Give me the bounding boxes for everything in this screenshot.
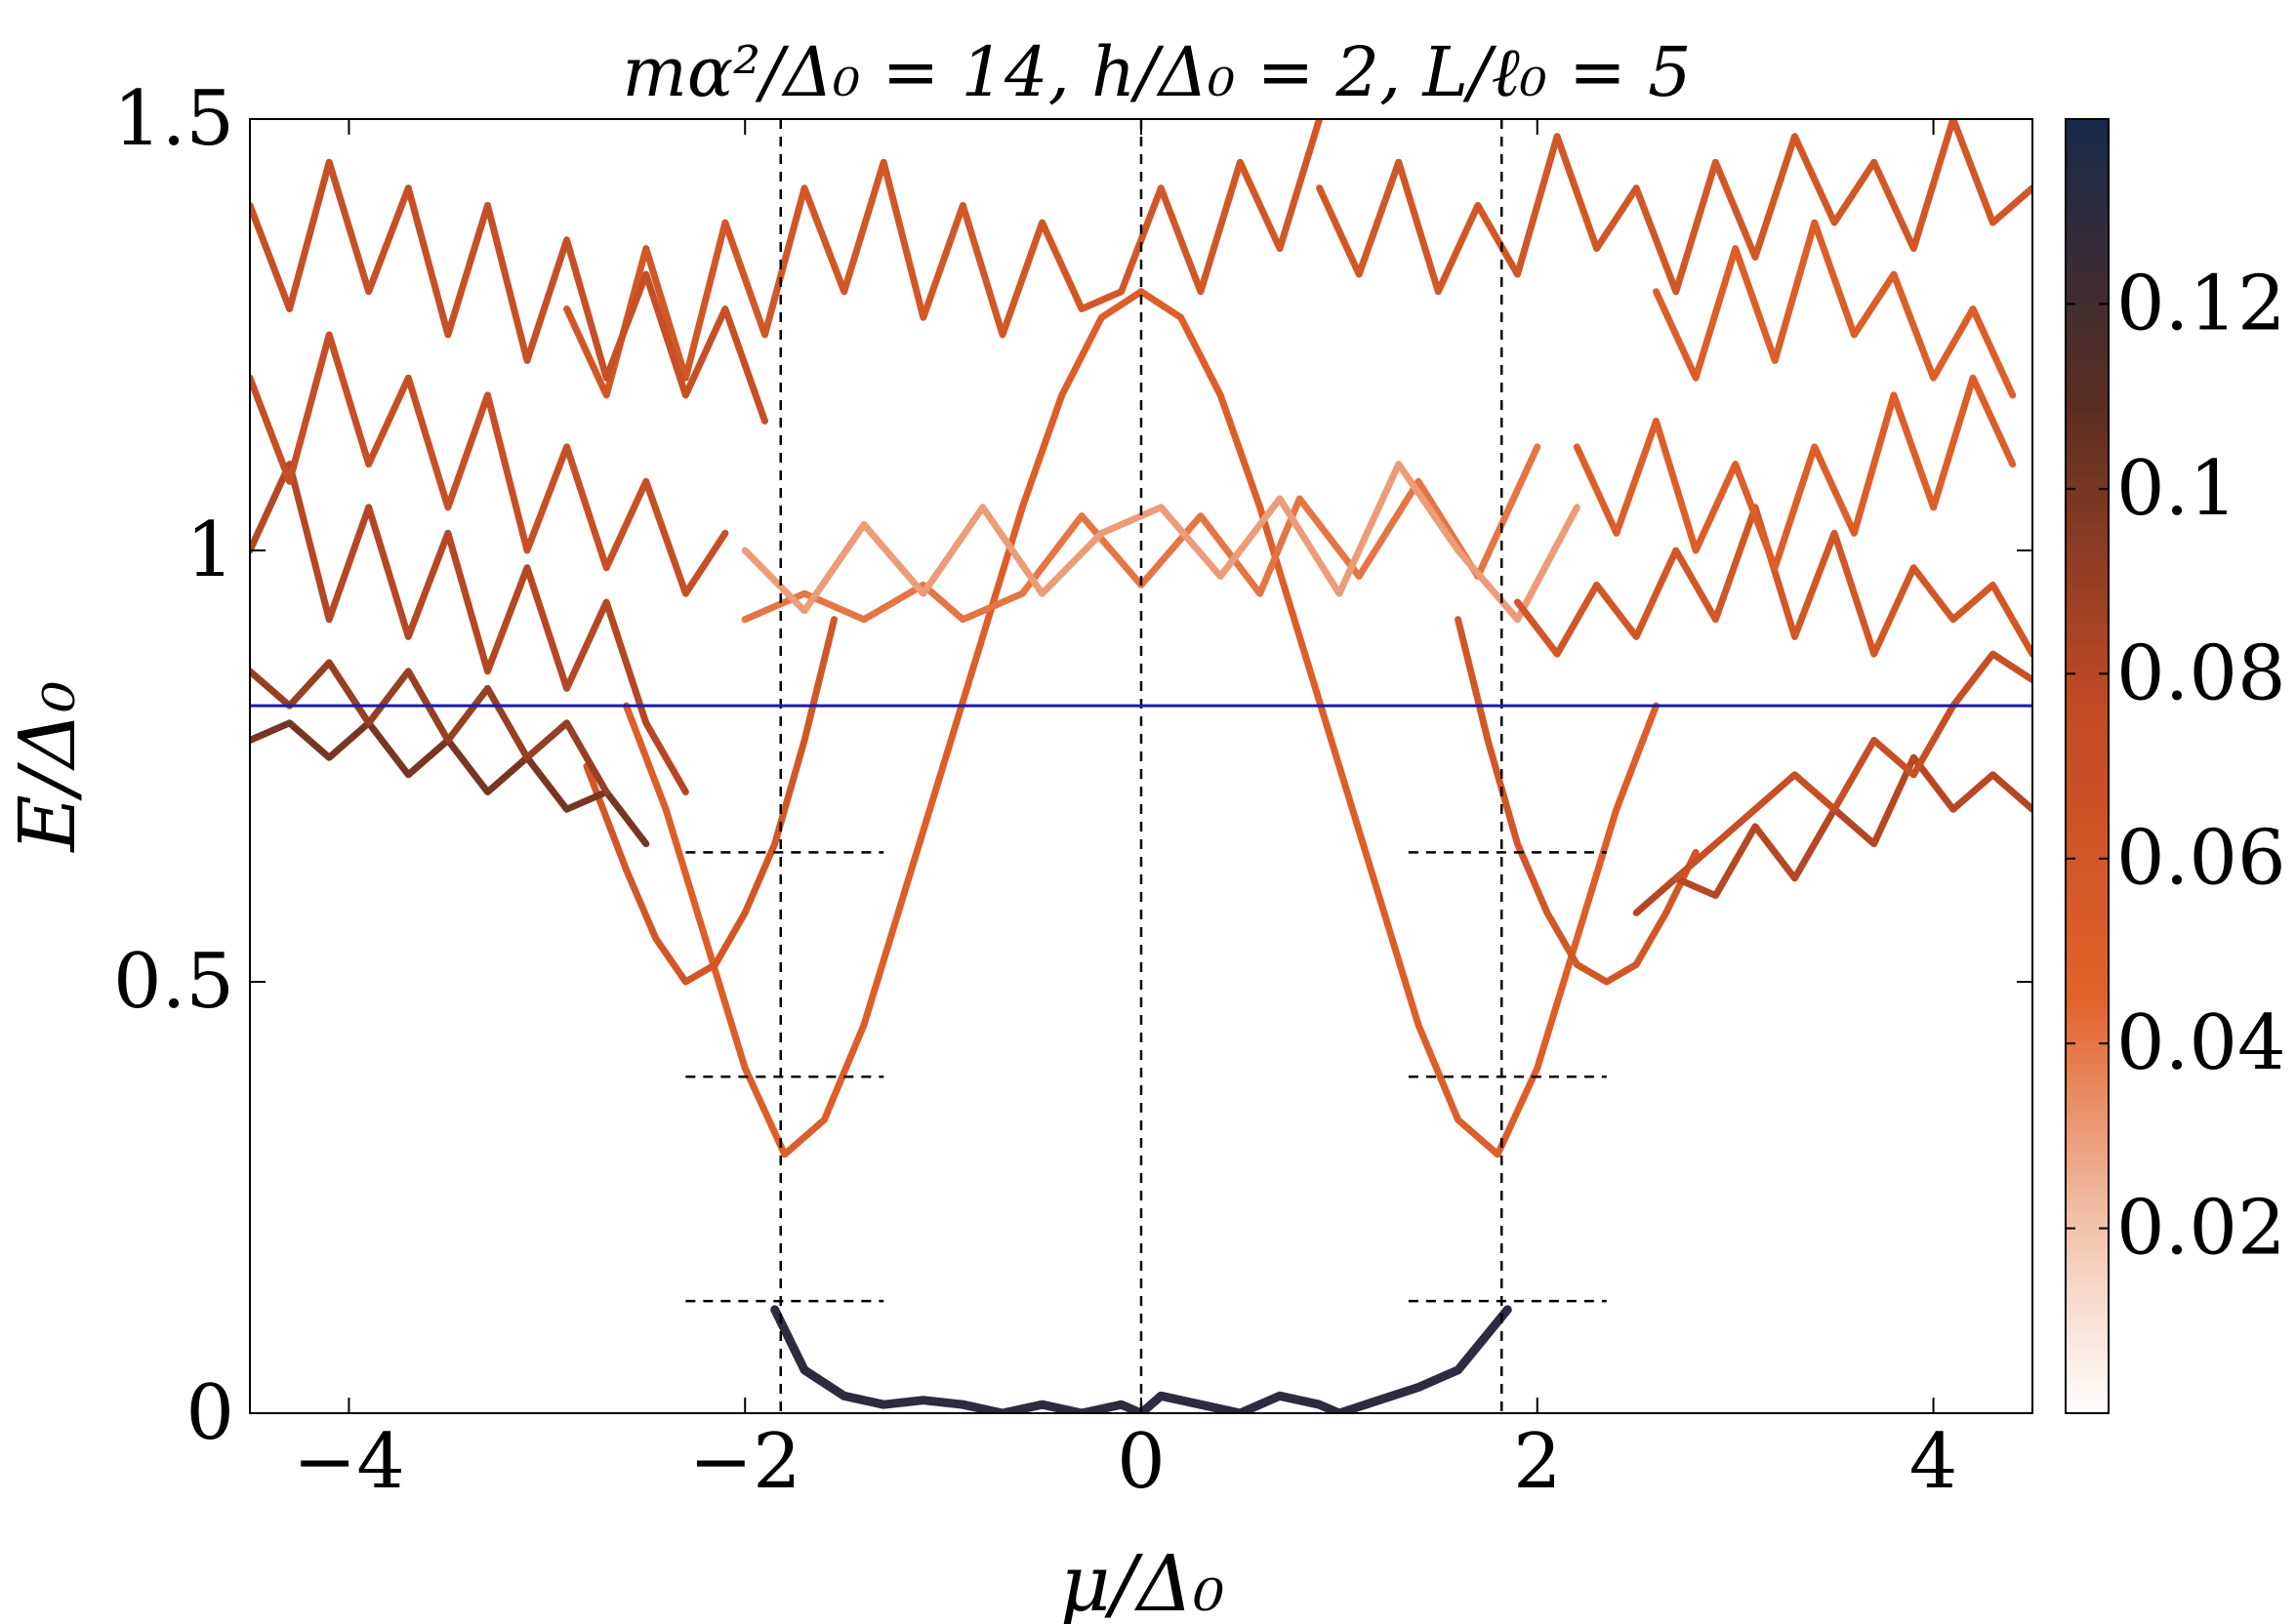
band-line-7 bbox=[563, 119, 1324, 399]
x-tick-label-3: 2 bbox=[1513, 1418, 1562, 1506]
y-tick-label-0: 0 bbox=[185, 1369, 234, 1457]
colorbar-tick-label-1: 0.04 bbox=[2116, 999, 2286, 1087]
x-axis: −4 −2 0 2 4 bbox=[293, 119, 1957, 1506]
band-line-1 bbox=[623, 288, 1145, 1158]
band-line-13 bbox=[250, 158, 768, 425]
y-tick-label-2: 1 bbox=[185, 507, 234, 594]
band-line-17 bbox=[1573, 374, 2017, 572]
band-layer bbox=[250, 119, 2032, 1413]
x-tick-label-2: 0 bbox=[1117, 1418, 1166, 1506]
colorbar-tick-label-2: 0.06 bbox=[2116, 815, 2286, 903]
x-tick-label-1: −2 bbox=[689, 1418, 801, 1506]
y-tick-label-3: 1.5 bbox=[113, 75, 234, 163]
band-line-15 bbox=[1672, 650, 2032, 882]
band-line-18 bbox=[1653, 219, 2017, 399]
colorbar bbox=[2065, 118, 2110, 1414]
x-tick-label-0: −4 bbox=[293, 1418, 405, 1506]
y-axis: 0 0.5 1 1.5 bbox=[113, 75, 2032, 1457]
band-line-3 bbox=[583, 616, 838, 986]
band-line-2 bbox=[1137, 288, 1660, 1158]
reference-lines bbox=[250, 119, 2032, 1413]
colorbar-tick-label-4: 0.1 bbox=[2116, 445, 2237, 533]
band-line-12 bbox=[250, 331, 729, 597]
colorbar-tick-label-3: 0.08 bbox=[2116, 629, 2286, 717]
y-axis-label: E/Δ₀ bbox=[2, 680, 93, 853]
x-tick-label-4: 4 bbox=[1909, 1418, 1958, 1506]
colorbar-tick-label-5: 0.12 bbox=[2116, 260, 2286, 347]
colorbar-tick-label-0: 0.02 bbox=[2116, 1185, 2286, 1273]
band-line-8 bbox=[1316, 119, 2032, 296]
band-line-6 bbox=[741, 461, 1580, 624]
chart-title: mα²/Δ₀ = 14, h/Δ₀ = 2, L/ℓ₀ = 5 bbox=[622, 32, 1691, 112]
y-tick-label-1: 0.5 bbox=[113, 938, 234, 1026]
band-line-16 bbox=[1514, 504, 2032, 658]
colorbar-ticks: 0.02 0.04 0.06 0.08 0.1 0.12 bbox=[2066, 260, 2286, 1273]
x-axis-label: μ/Δ₀ bbox=[1060, 1538, 1225, 1624]
band-line-11 bbox=[250, 461, 689, 795]
band-line-4 bbox=[1455, 616, 1700, 986]
band-line-0 bbox=[770, 1305, 1512, 1413]
